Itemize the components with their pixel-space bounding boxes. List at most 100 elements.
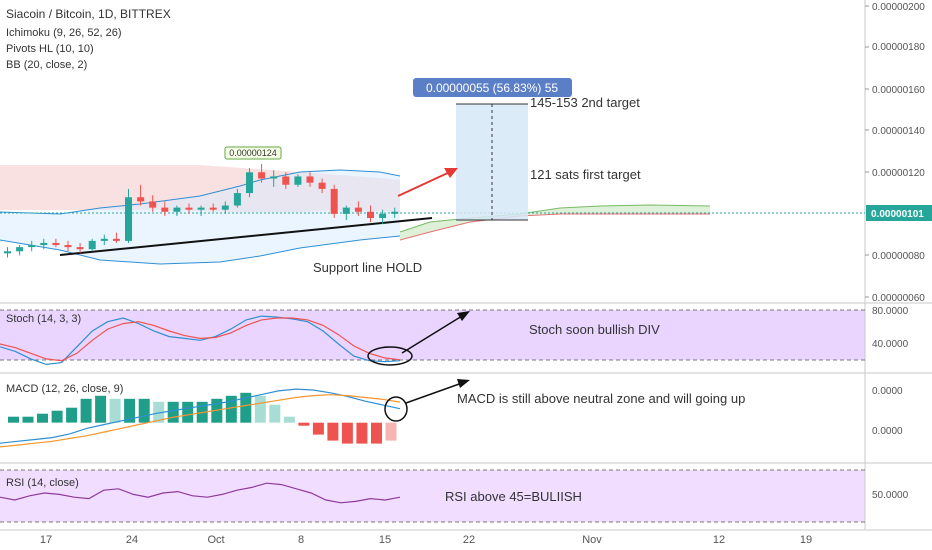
candle bbox=[367, 211, 374, 219]
date-tick: Nov bbox=[582, 534, 602, 546]
price-tick: 0.00000160 bbox=[872, 85, 925, 96]
macd-histogram-bar bbox=[95, 395, 107, 423]
macd-histogram-bar bbox=[66, 407, 78, 423]
macd-histogram-bar bbox=[269, 404, 281, 423]
price-tick: 0.00000080 bbox=[872, 251, 925, 262]
candle bbox=[294, 176, 302, 185]
macd-histogram-bar bbox=[298, 422, 310, 426]
candle bbox=[258, 172, 266, 179]
macd-histogram-bar bbox=[124, 398, 136, 423]
candle bbox=[318, 182, 326, 189]
stoch-circle-annotation bbox=[367, 346, 413, 366]
macd-arrow[interactable] bbox=[405, 382, 463, 404]
macd-histogram-bar bbox=[22, 416, 34, 423]
macd-note: MACD is still above neutral zone and wil… bbox=[457, 391, 745, 406]
ichimoku-span-a bbox=[399, 204, 711, 233]
candle bbox=[354, 207, 362, 212]
stoch-note: Stoch soon bullish DIV bbox=[529, 322, 660, 337]
stoch-k-line bbox=[0, 315, 401, 366]
macd-tick-2: 0.0000 bbox=[872, 426, 903, 437]
candle bbox=[125, 197, 132, 241]
rsi-label[interactable]: RSI (14, close) bbox=[6, 477, 79, 489]
candle bbox=[306, 176, 314, 183]
candle bbox=[88, 240, 96, 250]
measure-label-bg bbox=[413, 78, 572, 97]
macd-histogram-bar bbox=[182, 401, 194, 423]
date-tick: 12 bbox=[713, 534, 725, 546]
price-tick: 0.00000120 bbox=[872, 168, 925, 179]
indicator-bb[interactable]: BB (20, close, 2) bbox=[6, 59, 87, 71]
macd-histogram bbox=[8, 392, 397, 444]
chart-title: Siacoin / Bitcoin, 1D, BITTREX bbox=[6, 7, 171, 21]
candle bbox=[112, 238, 120, 241]
target-arrow-red-head bbox=[444, 168, 458, 178]
macd-circle-annotation bbox=[384, 396, 408, 422]
macd-arrow-head bbox=[457, 379, 470, 388]
candle bbox=[40, 242, 48, 246]
candle bbox=[185, 207, 193, 210]
macd-histogram-bar bbox=[240, 392, 252, 423]
macd-histogram-bar bbox=[312, 422, 324, 435]
candle bbox=[28, 245, 36, 248]
date-tick: 8 bbox=[298, 534, 304, 546]
bollinger-band-fill bbox=[0, 170, 400, 264]
macd-signal-line bbox=[0, 394, 401, 448]
macd-histogram-bar bbox=[167, 401, 179, 423]
candle bbox=[52, 242, 60, 246]
indicator-pivots[interactable]: Pivots HL (10, 10) bbox=[6, 43, 94, 55]
macd-histogram-bar bbox=[138, 398, 150, 423]
candlestick-series bbox=[4, 163, 399, 258]
date-tick: 22 bbox=[463, 534, 475, 546]
target-arrow-red[interactable] bbox=[397, 170, 453, 197]
support-trendline[interactable] bbox=[59, 217, 433, 256]
macd-histogram-bar bbox=[327, 422, 339, 441]
candle bbox=[209, 207, 217, 210]
stoch-arrow-head bbox=[457, 311, 470, 321]
price-tick: 0.00000180 bbox=[872, 42, 925, 53]
macd-tick-1: 0.0000 bbox=[872, 386, 903, 397]
price-tick: 0.00000200 bbox=[872, 2, 925, 13]
candle bbox=[221, 205, 229, 210]
bollinger-upper bbox=[0, 169, 401, 215]
candle bbox=[161, 207, 169, 212]
price-axis[interactable]: 0.00000200 0.00000180 0.00000160 0.00000… bbox=[865, 2, 925, 304]
stoch-tick-40: 40.0000 bbox=[872, 339, 909, 350]
date-tick: 17 bbox=[40, 534, 52, 546]
candle bbox=[270, 176, 278, 179]
candle bbox=[16, 247, 24, 252]
date-tick: 19 bbox=[800, 534, 812, 546]
macd-histogram-bar bbox=[341, 422, 353, 444]
stoch-label[interactable]: Stoch (14, 3, 3) bbox=[6, 313, 81, 325]
stoch-arrow[interactable] bbox=[401, 315, 463, 354]
macd-histogram-bar bbox=[283, 416, 295, 423]
macd-histogram-bar bbox=[80, 398, 92, 423]
candle bbox=[64, 245, 72, 248]
macd-histogram-bar bbox=[109, 398, 121, 423]
candle bbox=[173, 207, 181, 212]
stoch-d-line bbox=[0, 317, 401, 362]
date-tick: 15 bbox=[379, 534, 391, 546]
macd-histogram-bar bbox=[385, 422, 397, 441]
price-tick: 0.00000140 bbox=[872, 126, 925, 137]
measure-label: 0.00000055 (56.83%) 55 bbox=[426, 81, 558, 95]
time-axis[interactable]: 17 24 Oct 8 15 22 Nov 12 19 bbox=[40, 534, 812, 546]
candle bbox=[197, 207, 205, 210]
candle bbox=[391, 211, 399, 214]
stoch-tick-80: 80.0000 bbox=[872, 306, 909, 317]
indicator-ichimoku[interactable]: Ichimoku (9, 26, 52, 26) bbox=[6, 27, 122, 39]
candle bbox=[137, 197, 145, 202]
target2-note: 145-153 2nd target bbox=[530, 95, 640, 110]
macd-histogram-bar bbox=[8, 416, 19, 423]
candle bbox=[4, 251, 11, 254]
price-tick: 0.00000060 bbox=[872, 293, 925, 304]
macd-label[interactable]: MACD (12, 26, close, 9) bbox=[6, 383, 123, 395]
macd-histogram-bar bbox=[254, 395, 266, 423]
ichimoku-span-b bbox=[399, 213, 710, 241]
support-note: Support line HOLD bbox=[313, 260, 422, 275]
macd-histogram-bar bbox=[225, 395, 237, 423]
candle bbox=[76, 247, 84, 250]
macd-line bbox=[0, 388, 401, 444]
macd-histogram-bar bbox=[371, 422, 382, 444]
candle bbox=[149, 201, 157, 208]
